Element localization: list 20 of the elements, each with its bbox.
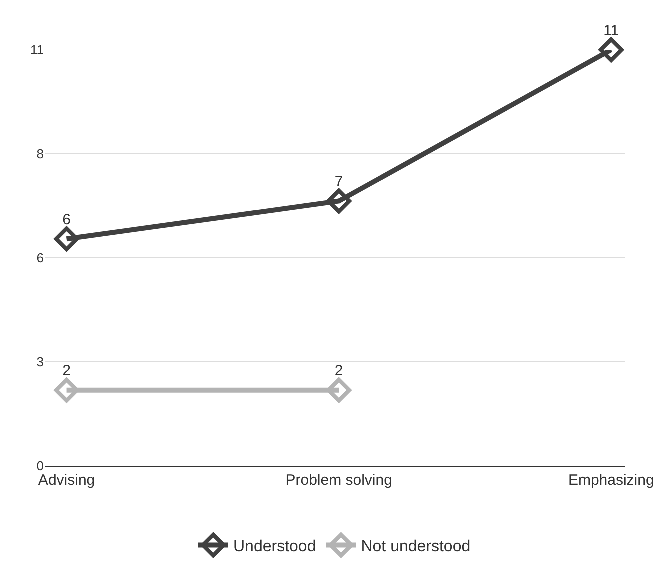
legend-label: Not understood xyxy=(361,538,471,556)
x-tick-label: Advising xyxy=(38,472,96,489)
point xyxy=(54,226,80,252)
data-label: 11 xyxy=(604,22,620,40)
point xyxy=(326,378,352,403)
x-tick-label: Emphasizing xyxy=(568,472,654,489)
data-label: 7 xyxy=(334,174,344,191)
data-label: 6 xyxy=(62,211,71,228)
y-tick-label: 0 xyxy=(36,458,44,474)
point xyxy=(598,38,624,62)
point xyxy=(326,188,352,214)
y-tick-label: 11 xyxy=(30,42,44,58)
y-tick-label: 3 xyxy=(36,354,44,370)
data-label: 2 xyxy=(334,362,344,380)
x-tick-label: Problem solving xyxy=(286,472,392,489)
y-tick-label: 8 xyxy=(36,146,44,162)
data-label: 2 xyxy=(62,362,71,380)
legend-label: Understood xyxy=(234,538,316,556)
y-tick-label: 6 xyxy=(36,250,44,266)
point xyxy=(54,378,80,403)
